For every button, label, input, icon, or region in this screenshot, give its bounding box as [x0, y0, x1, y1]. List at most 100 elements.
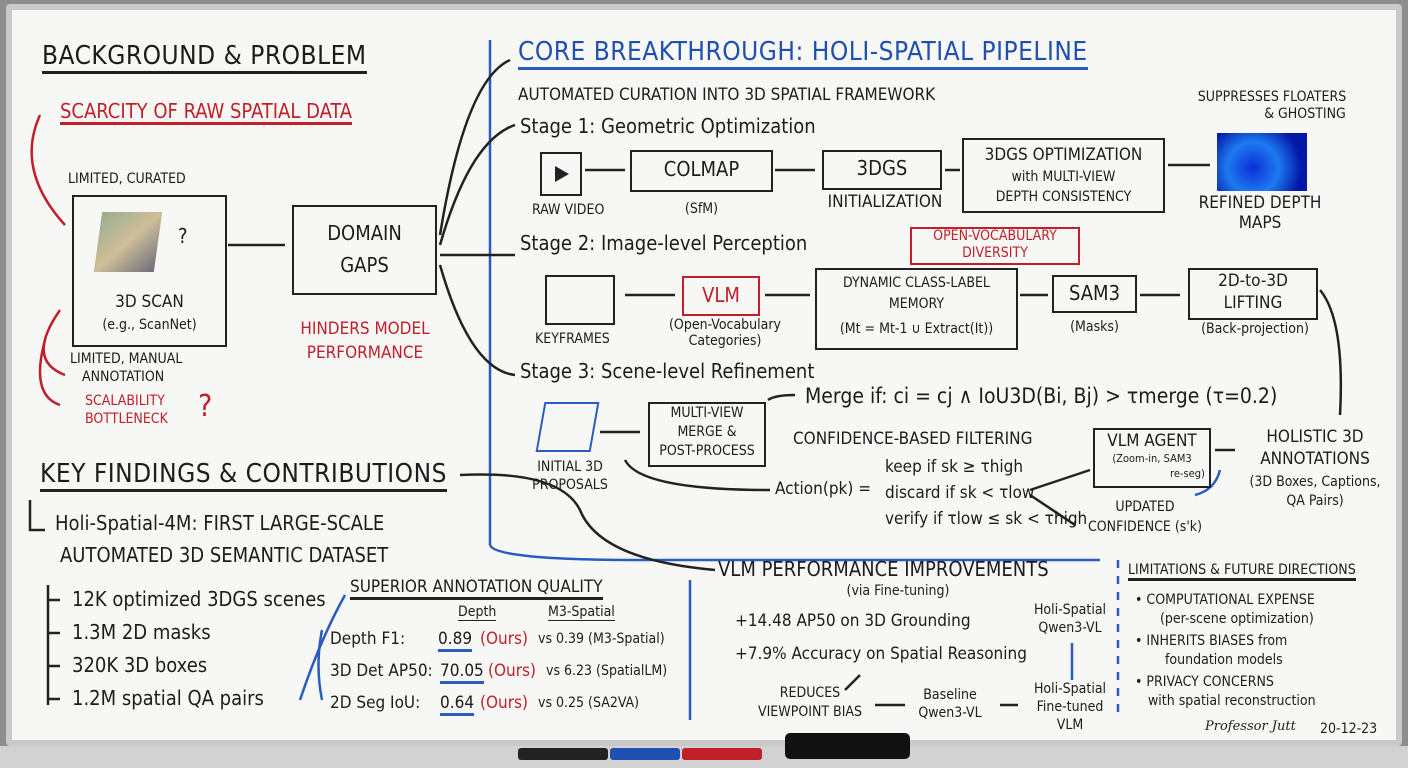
- core-title: CORE BREAKTHROUGH: HOLI-SPATIAL PIPELINE: [518, 38, 1088, 70]
- whiteboard: [6, 4, 1402, 746]
- holistic-sub-2: QA Pairs): [1286, 493, 1344, 509]
- limited-curated-label: LIMITED, CURATED: [68, 171, 186, 187]
- merge-label-1: MULTI-VIEW: [670, 405, 744, 421]
- merge-box: [648, 402, 766, 467]
- scan-box: [72, 195, 227, 347]
- vlm-agent-sub: (Zoom-in, SAM3: [1112, 452, 1192, 465]
- open-vocab-box: [910, 227, 1080, 265]
- lifting-label-2: LIFTING: [1223, 293, 1283, 313]
- signature: Professor Jutt: [1205, 719, 1296, 734]
- vlm-agent-sub-2: re-seg): [1170, 467, 1205, 480]
- baseline-value: vs 0.39 (M3-Spatial): [538, 631, 665, 647]
- finetuned-label: Holi-Spatial: [1033, 681, 1107, 697]
- stage2-label: Stage 2: Image-level Perception: [520, 231, 808, 255]
- confidence-label: CONFIDENCE-BASED FILTERING: [793, 429, 1033, 449]
- limit-item-sub: foundation models: [1165, 652, 1283, 668]
- opt-label-3: DEPTH CONSISTENCY: [995, 189, 1132, 205]
- scan-example: (e.g., ScanNet): [102, 317, 197, 333]
- limits-title: LIMITATIONS & FUTURE DIRECTIONS: [1128, 562, 1356, 582]
- manual-label: LIMITED, MANUAL: [70, 351, 183, 367]
- metric-label: 3D Det AP50:: [330, 661, 433, 681]
- sfm-label: (SfM): [684, 201, 719, 217]
- suppress-label-2: & GHOSTING: [1264, 106, 1346, 122]
- holistic-sub: (3D Boxes, Captions,: [1249, 474, 1381, 490]
- discard-rule: discard if sk < τlow: [885, 483, 1035, 503]
- holistic-label-2: ANNOTATIONS: [1260, 449, 1370, 469]
- quality-col-m3: M3-Spatial: [548, 604, 615, 622]
- raw-video-label: RAW VIDEO: [532, 202, 605, 218]
- scarcity-subtitle: SCARCITY OF RAW SPATIAL DATA: [60, 99, 353, 125]
- baseline-value: vs 0.25 (SA2VA): [538, 695, 640, 711]
- memory-label: DYNAMIC CLASS-LABEL: [843, 275, 990, 291]
- quality-col-depth: Depth: [458, 604, 497, 622]
- hinders-label-2: PERFORMANCE: [306, 343, 424, 363]
- annotation-label: ANNOTATION: [82, 369, 165, 385]
- baseline-label: Baseline: [923, 687, 977, 703]
- reduces-label: REDUCES: [779, 685, 841, 701]
- open-vocab-label: OPEN-VOCABULARY: [933, 228, 1057, 244]
- red-marker: [682, 748, 762, 760]
- reasoning-gain: +7.9% Accuracy on Spatial Reasoning: [735, 644, 1027, 664]
- stage1-label: Stage 1: Geometric Optimization: [520, 114, 816, 138]
- lifting-box: [1188, 268, 1318, 320]
- grounding-gain: +14.48 AP50 on 3D Grounding: [735, 611, 971, 631]
- domain-label: DOMAIN: [327, 221, 402, 245]
- limit-item-sub: (per-scene optimization): [1160, 611, 1314, 627]
- hinders-label: HINDERS MODEL: [300, 319, 430, 339]
- vlm-box: [682, 276, 760, 316]
- opt-label-2: with MULTI-VIEW: [1011, 169, 1116, 185]
- metric-label: 2D Seg IoU:: [330, 693, 421, 713]
- merge-label-2: MERGE &: [677, 424, 737, 440]
- depth-map-image: [1217, 133, 1307, 191]
- baseline-value: vs 6.23 (SpatialLM): [546, 663, 668, 679]
- masks-label: (Masks): [1070, 319, 1119, 335]
- opt-label-1: 3DGS OPTIMIZATION: [984, 145, 1143, 165]
- core-subtitle: AUTOMATED CURATION INTO 3D SPATIAL FRAME…: [518, 85, 936, 105]
- vlm-subtitle: (via Fine-tuning): [846, 583, 950, 599]
- updated-label-2: CONFIDENCE (s'k): [1087, 519, 1203, 535]
- refined-label: REFINED DEPTH: [1198, 193, 1322, 213]
- ours-value: 0.64: [440, 694, 475, 716]
- memory-formula: (Mt = Mt-1 ∪ Extract(It)): [839, 321, 994, 337]
- backproj-label: (Back-projection): [1201, 321, 1309, 337]
- finetuned-label-2: Fine-tuned: [1036, 699, 1104, 715]
- ours-value: 0.89: [438, 630, 473, 652]
- ours-tag: (Ours): [480, 693, 528, 713]
- quality-title: SUPERIOR ANNOTATION QUALITY: [350, 578, 603, 600]
- finetuned-label-3: VLM: [1056, 717, 1084, 733]
- action-label: Action(pk) =: [775, 479, 872, 499]
- ours-tag: (Ours): [488, 661, 536, 681]
- merge-label-3: POST-PROCESS: [659, 443, 755, 459]
- scan-label: 3D SCAN: [115, 292, 184, 312]
- arrow-scarcity: [30, 114, 66, 226]
- initialization-label: INITIALIZATION: [827, 192, 943, 212]
- limit-item: • COMPUTATIONAL EXPENSE: [1135, 592, 1315, 608]
- memory-label-2: MEMORY: [888, 296, 945, 312]
- lifting-label: 2D-to-3D: [1218, 271, 1288, 291]
- gaps-label: GAPS: [340, 253, 389, 277]
- ours-tag: (Ours): [480, 629, 528, 649]
- eraser: [785, 733, 910, 759]
- background-title: BACKGROUND & PROBLEM: [42, 42, 367, 74]
- merge-condition: Merge if: ci = cj ∧ IoU3D(Bi, Bj) > τmer…: [805, 384, 1278, 408]
- initial-label: INITIAL 3D: [537, 459, 603, 475]
- hs-label-2: Qwen3-VL: [1038, 620, 1102, 636]
- date-label: 20-12-23: [1320, 721, 1378, 737]
- verify-rule: verify if τlow ≤ sk < τhigh: [885, 509, 1088, 529]
- vlm-agent-box: [1093, 428, 1211, 488]
- bottleneck-label: SCALABILITY: [85, 393, 165, 409]
- optimization-box: [962, 138, 1165, 213]
- 3dgs-box: [822, 150, 942, 190]
- suppress-label: SUPPRESSES FLOATERS: [1197, 89, 1347, 105]
- findings-title: KEY FINDINGS & CONTRIBUTIONS: [40, 460, 447, 492]
- dataset-subtitle: AUTOMATED 3D SEMANTIC DATASET: [60, 543, 389, 567]
- domain-gaps-box: [292, 205, 437, 295]
- keep-rule: keep if sk ≥ τhigh: [885, 457, 1024, 477]
- video-icon: [540, 152, 582, 196]
- hs-label: Holi-Spatial: [1033, 602, 1107, 618]
- holistic-label: HOLISTIC 3D: [1266, 427, 1364, 447]
- limit-item: • INHERITS BIASES from: [1135, 633, 1288, 649]
- stage3-label: Stage 3: Scene-level Refinement: [520, 359, 815, 383]
- vlm-sub-2: Categories): [688, 333, 762, 349]
- diversity-label: DIVERSITY: [962, 245, 1028, 261]
